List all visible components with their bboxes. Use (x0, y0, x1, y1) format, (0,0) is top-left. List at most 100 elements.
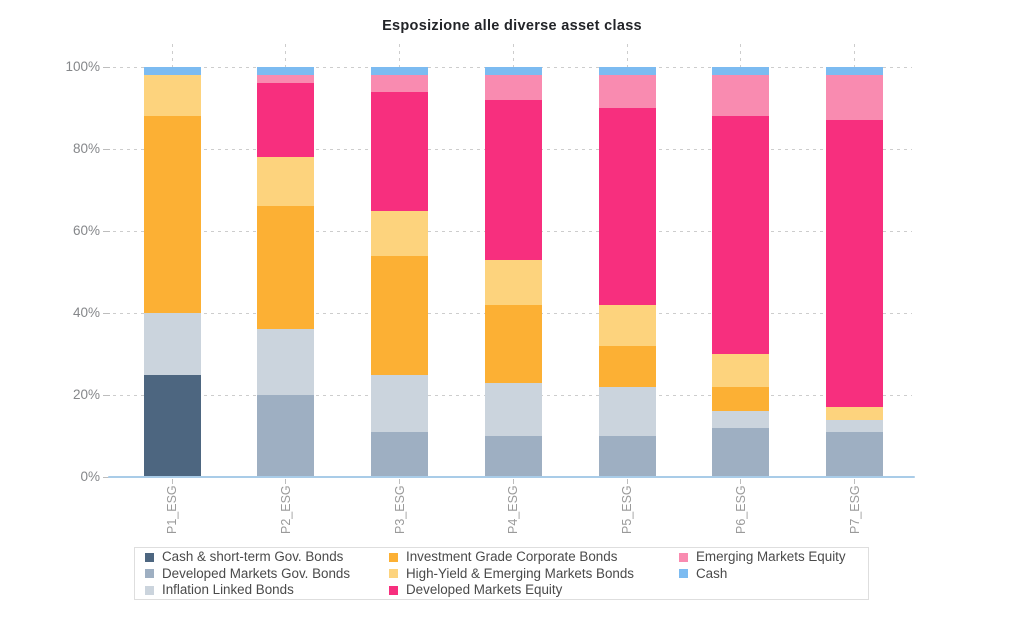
legend-item[interactable]: High-Yield & Emerging Markets Bonds (389, 566, 634, 583)
bar-segment[interactable] (712, 354, 770, 387)
x-axis-category-label: P2_ESG (278, 485, 293, 534)
bar-segment[interactable] (484, 436, 542, 477)
legend-column: Emerging Markets Equity Cash (679, 549, 846, 582)
bar-segment[interactable] (598, 345, 656, 387)
bar-segment[interactable] (371, 75, 428, 92)
bar-segment[interactable] (371, 67, 428, 76)
bar-segment[interactable] (484, 382, 542, 436)
legend-item[interactable]: Cash & short-term Gov. Bonds (145, 549, 350, 566)
bar-segment[interactable] (598, 304, 656, 346)
bar-segment[interactable] (712, 116, 770, 354)
y-axis-tick-label: 0% (80, 469, 100, 484)
legend-item[interactable]: Developed Markets Equity (389, 582, 634, 599)
bar-segment[interactable] (598, 108, 656, 305)
y-axis-tick-label: 60% (72, 223, 100, 238)
legend-label: Emerging Markets Equity (696, 549, 846, 565)
bar-segment[interactable] (484, 75, 542, 100)
legend-swatch-icon (389, 552, 398, 562)
legend-label: Cash & short-term Gov. Bonds (162, 549, 344, 565)
y-axis-tick (103, 231, 110, 232)
legend-label: Investment Grade Corporate Bonds (406, 549, 618, 565)
bar-segment[interactable] (712, 411, 770, 428)
x-axis-category-label: P1_ESG (165, 485, 179, 534)
legend-label: Cash (696, 565, 728, 581)
chart-legend: Cash & short-term Gov. Bonds Developed Ma… (134, 547, 869, 600)
bar-segment[interactable] (826, 431, 883, 477)
x-axis-tick (740, 479, 742, 484)
bar-segment[interactable] (371, 255, 428, 375)
bar-segment[interactable] (826, 120, 883, 408)
bar-segment[interactable] (143, 67, 201, 76)
y-axis-tick-label: 40% (72, 305, 100, 320)
bar-segment[interactable] (712, 386, 770, 412)
bar-segment[interactable] (257, 206, 315, 330)
bar-segment[interactable] (826, 75, 883, 121)
bar-segment[interactable] (826, 407, 883, 420)
x-axis-category-label: P7_ESG (847, 485, 862, 534)
bar-segment[interactable] (484, 304, 542, 383)
legend-label: Inflation Linked Bonds (162, 582, 294, 598)
x-axis-tick (399, 479, 400, 484)
legend-label: Developed Markets Equity (406, 582, 563, 598)
y-axis-tick (103, 149, 110, 150)
bar-segment[interactable] (712, 67, 770, 76)
bar-segment[interactable] (143, 116, 201, 313)
x-axis-tick (854, 479, 855, 484)
bar-segment[interactable] (371, 374, 428, 432)
bar-segment[interactable] (484, 99, 542, 260)
legend-label: High-Yield & Emerging Markets Bonds (406, 565, 634, 581)
legend-item[interactable]: Cash (679, 566, 846, 583)
legend-item[interactable]: Developed Markets Gov. Bonds (145, 566, 350, 583)
bar-segment[interactable] (826, 67, 883, 76)
chart-title: Esposizione alle diverse asset class (382, 18, 642, 34)
legend-label: Developed Markets Gov. Bonds (162, 565, 351, 581)
x-axis-tick (171, 479, 173, 484)
legend-item[interactable]: Investment Grade Corporate Bonds (389, 549, 634, 566)
y-axis-tick-label: 80% (72, 141, 100, 156)
legend-swatch-icon (389, 585, 398, 595)
bar-segment[interactable] (598, 386, 656, 436)
bar-segment[interactable] (143, 374, 201, 477)
x-axis-category-label: P6_ESG (733, 485, 748, 534)
x-axis-category-label: P3_ESG (392, 485, 407, 534)
bar-segment[interactable] (371, 210, 428, 256)
bar-segment[interactable] (257, 67, 315, 76)
bar-segment[interactable] (143, 75, 201, 117)
bar-segment[interactable] (598, 436, 656, 477)
legend-swatch-icon (389, 569, 398, 579)
bar-segment[interactable] (484, 67, 542, 76)
y-axis-tick (103, 313, 110, 314)
bar-segment[interactable] (826, 419, 883, 432)
bar-segment[interactable] (257, 75, 315, 84)
legend-item[interactable]: Inflation Linked Bonds (145, 582, 350, 599)
y-axis-tick (103, 67, 110, 68)
x-axis-tick (626, 479, 628, 484)
legend-swatch-icon (679, 569, 688, 579)
bar-segment[interactable] (484, 259, 542, 305)
x-axis-line (108, 476, 915, 478)
bar-segment[interactable] (371, 91, 428, 211)
stacked-bar-p2_esg (257, 67, 315, 477)
stacked-bar-p7_esg (826, 67, 883, 477)
bar-segment[interactable] (257, 157, 315, 207)
bar-segment[interactable] (598, 67, 656, 76)
bar-segment[interactable] (257, 329, 315, 395)
bar-segment[interactable] (371, 431, 428, 477)
stacked-bar-p5_esg (598, 67, 656, 477)
x-axis-tick (285, 479, 287, 484)
legend-swatch-icon (145, 569, 154, 579)
x-axis-category-label: P5_ESG (620, 485, 634, 534)
stacked-bar-p3_esg (371, 67, 428, 477)
bar-segment[interactable] (712, 427, 770, 477)
bar-segment[interactable] (257, 395, 315, 477)
bar-segment[interactable] (598, 75, 656, 108)
legend-item[interactable]: Emerging Markets Equity (679, 549, 846, 566)
x-axis-tick (512, 479, 514, 484)
bar-segment[interactable] (143, 313, 201, 375)
legend-swatch-icon (145, 552, 154, 562)
bar-segment[interactable] (257, 83, 315, 158)
bar-segment[interactable] (712, 75, 770, 117)
legend-column: Investment Grade Corporate Bonds High-Yie… (389, 549, 634, 599)
